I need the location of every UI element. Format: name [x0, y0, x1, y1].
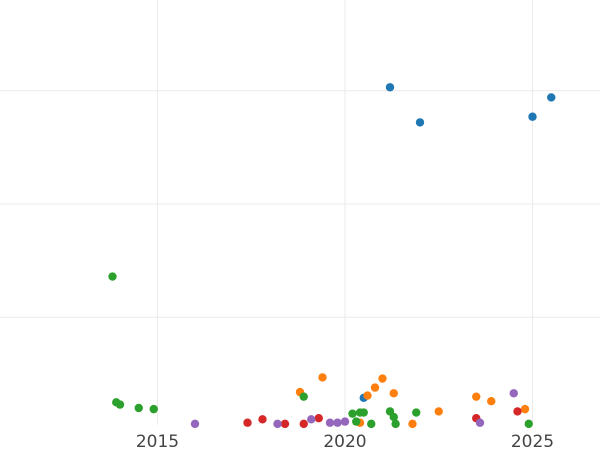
data-point	[415, 118, 425, 127]
data-point	[389, 412, 398, 422]
data-point	[378, 374, 387, 383]
data-point	[273, 419, 282, 429]
data-point	[367, 419, 376, 429]
data-point	[472, 392, 481, 401]
data-point	[475, 418, 485, 427]
data-point	[340, 417, 350, 426]
data-point	[314, 414, 323, 423]
data-point	[408, 419, 417, 429]
data-point	[524, 419, 533, 429]
points-layer	[108, 83, 556, 429]
data-point	[520, 404, 530, 414]
data-point	[115, 400, 125, 409]
data-point	[318, 373, 327, 382]
data-point	[391, 419, 400, 429]
data-point	[243, 418, 252, 427]
data-point	[190, 419, 200, 429]
data-point	[325, 418, 335, 427]
data-point	[389, 389, 398, 398]
data-point	[108, 272, 117, 281]
x-tick-label: 2015	[136, 432, 179, 450]
data-point	[363, 391, 372, 400]
data-point	[385, 83, 395, 92]
data-point	[299, 419, 308, 429]
data-point	[487, 397, 496, 406]
data-point	[513, 407, 522, 416]
x-tick-label: 2020	[323, 432, 366, 450]
grid-layer	[0, 0, 600, 425]
data-point	[280, 419, 290, 429]
data-point	[348, 409, 357, 418]
data-point	[258, 415, 267, 424]
data-point	[299, 392, 308, 401]
data-point	[547, 93, 556, 102]
data-point	[412, 408, 421, 417]
data-point	[134, 403, 143, 413]
data-point	[352, 417, 361, 426]
data-point	[434, 407, 443, 416]
x-tick-labels: 2015 2020 2025	[136, 432, 554, 450]
data-point	[370, 383, 380, 392]
data-point	[307, 415, 316, 424]
data-point	[509, 389, 518, 398]
x-tick-label: 2025	[511, 432, 554, 450]
data-point	[359, 408, 368, 417]
data-point	[528, 112, 537, 121]
data-point	[333, 418, 342, 427]
data-point	[149, 404, 158, 414]
